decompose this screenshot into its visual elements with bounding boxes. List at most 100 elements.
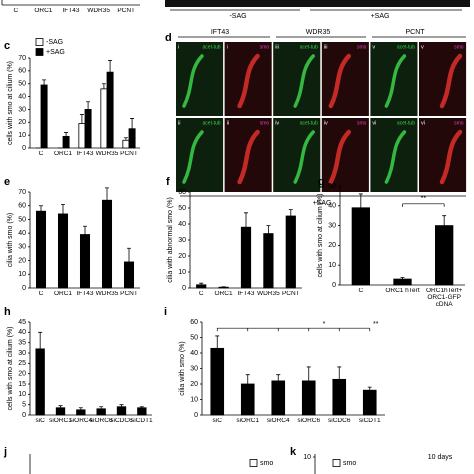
- x-tick-label: siC: [35, 418, 45, 424]
- y-tick-label: 40: [18, 230, 26, 237]
- x-tick-label: PCNT: [117, 8, 136, 14]
- x-tick-label: siORC6: [89, 418, 113, 424]
- x-tick-label: ORC1 hTert: [385, 288, 420, 294]
- bar: [55, 407, 66, 416]
- panel-label: c: [4, 40, 10, 52]
- y-axis-label: cells with smo at cilium (%): [317, 193, 324, 277]
- y-tick-label: 45: [18, 319, 26, 326]
- x-tick-label: PCNT: [120, 151, 138, 157]
- panel-label: h: [4, 306, 11, 318]
- bar: [35, 348, 45, 416]
- x-tick-label-box: ORC1: [34, 8, 52, 14]
- y-tick-label: 40: [190, 350, 198, 357]
- y-tick-label: 10: [190, 396, 198, 403]
- y-tick-label: 30: [190, 365, 198, 372]
- y-tick-label: 60: [190, 319, 198, 326]
- x-tick-label-box: ORC1hTert+ ORC1-GFP cDNA: [426, 288, 463, 308]
- y-tick-label: 10: [18, 271, 26, 278]
- x-tick-label-box: IFT43: [237, 291, 255, 297]
- x-tick-label-box: ORC1: [54, 151, 72, 157]
- x-tick-label: siC: [212, 418, 222, 424]
- x-tick-label: ORC1: [53, 291, 73, 297]
- legend-label: -SAG: [46, 39, 63, 46]
- x-tick-label: C: [38, 151, 44, 157]
- cilium-signal: [293, 54, 315, 108]
- tile-stain: acet-tub: [397, 120, 415, 126]
- y-axis-label: cells with smo at cilium (%): [7, 326, 14, 410]
- y-tick-label: 30: [18, 106, 26, 113]
- x-tick-label-box: PCNT: [282, 291, 300, 297]
- x-tick-label: IFT43: [76, 291, 94, 297]
- x-tick-label-box: C: [13, 8, 19, 14]
- x-tick-label-box: C: [39, 291, 44, 297]
- error-bar: [64, 132, 69, 137]
- error-bar: [39, 205, 43, 212]
- annotation: **: [421, 196, 427, 203]
- x-tick-label-box: siC: [35, 418, 45, 424]
- error-bar: [199, 282, 204, 285]
- y-tick-label: 40: [178, 221, 186, 228]
- chart: i cilia with smo (%) 0 10 20 30 40 50 60 siC siORC…: [164, 306, 385, 424]
- x-tick-label: IFT43: [237, 291, 255, 297]
- panel-label: g: [318, 176, 325, 188]
- bar: [435, 225, 454, 286]
- tile-stain: acet-tub: [300, 44, 318, 50]
- tile-stain: acet-tub: [300, 120, 318, 126]
- cilium-signal: [384, 54, 407, 108]
- chart: j smo: [3, 446, 273, 474]
- x-tick-label-box: WDR35: [96, 151, 119, 157]
- x-tick-label-box: siCDT1: [130, 418, 153, 424]
- x-tick-label-box: siORC4: [69, 418, 93, 424]
- column-header: PCNT: [405, 29, 425, 36]
- x-tick-label-box: WDR35: [96, 291, 119, 297]
- error-bar: [288, 209, 293, 216]
- panel-label: k: [290, 446, 297, 458]
- x-tick-label: siORC4: [69, 418, 93, 424]
- column-header: IFT43: [211, 29, 229, 36]
- tile-numeral: iv: [324, 120, 328, 126]
- tile-stain: smo: [357, 44, 367, 50]
- legend-swatch: [249, 459, 258, 467]
- y-axis-label: cells with smo at cilium (%): [7, 61, 14, 145]
- x-tick-label-box: IFT43: [77, 151, 94, 157]
- chart: c cells with smo at cilium (%) 0 10 20 30 40 50…: [4, 38, 140, 157]
- tile-numeral: v: [421, 44, 424, 50]
- tile-stain: acet-tub: [203, 44, 221, 50]
- error-bar: [78, 407, 83, 410]
- strip-label: +SAG: [371, 13, 390, 20]
- x-tick-label: ORC1hTert+ ORC1-GFP cDNA: [426, 288, 463, 308]
- x-tick-label: ORC1: [214, 291, 233, 297]
- y-tick-label: 0: [22, 145, 26, 152]
- y-tick-label: 20: [18, 371, 26, 378]
- x-tick-label-box: siORC4: [266, 418, 290, 424]
- legend-label: smo: [343, 460, 356, 467]
- y-tick-label: 5: [22, 402, 26, 409]
- x-tick-label: siORC4: [266, 418, 290, 424]
- x-tick-label: siCDT1: [130, 418, 153, 424]
- y-tick-label: 60: [18, 68, 26, 75]
- error-bar: [337, 366, 342, 380]
- y-tick-label: 10: [18, 391, 26, 398]
- bar: [137, 407, 147, 416]
- tile-numeral: vi: [372, 120, 376, 126]
- tile-numeral: ii: [227, 120, 229, 126]
- error-bar: [79, 114, 84, 124]
- cilium-signal: [328, 129, 352, 185]
- tile-stain: smo: [454, 44, 464, 50]
- error-bar: [442, 215, 447, 226]
- bar: [332, 378, 347, 416]
- bar: [285, 215, 296, 289]
- x-tick-label: C: [13, 8, 19, 14]
- cilium-signal: [182, 130, 204, 184]
- x-tick-label-box: PCNT: [120, 151, 138, 157]
- x-tick-label-box: siORC6: [89, 418, 113, 424]
- error-bar: [99, 406, 104, 409]
- error-bar: [123, 137, 128, 141]
- y-tick-label: 70: [18, 189, 26, 196]
- y-tick-label: 0: [194, 412, 198, 419]
- y-tick-label: 30: [18, 350, 26, 357]
- chart: f cilia with abnormal smo (%) 0 10 20 30 40 50 6…: [166, 176, 302, 297]
- y-tick-label: 70: [18, 55, 26, 62]
- cilium-signal: [237, 53, 260, 109]
